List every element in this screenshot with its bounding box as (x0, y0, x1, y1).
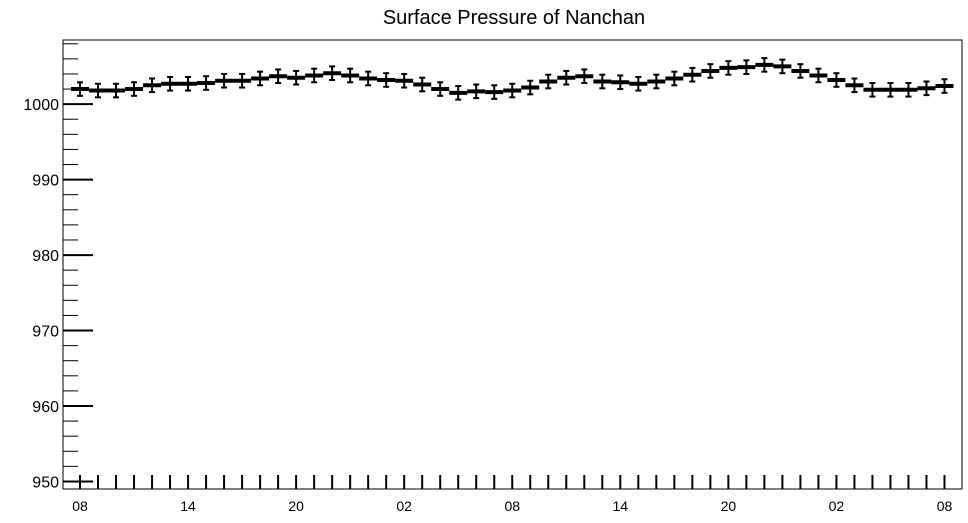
data-point (881, 82, 900, 98)
data-point (161, 75, 180, 92)
x-tick-label: 08 (937, 498, 953, 514)
data-point (449, 85, 468, 101)
y-tick-label: 990 (32, 173, 59, 190)
y-tick-label: 1000 (23, 97, 59, 114)
data-point (485, 84, 504, 100)
x-tick-label: 02 (396, 498, 412, 514)
data-point (395, 72, 414, 89)
data-point (683, 66, 702, 83)
data-point (863, 82, 882, 98)
data-point (647, 73, 666, 90)
data-point (719, 60, 738, 76)
data-point (467, 83, 486, 100)
data-point (89, 82, 108, 99)
data-point (539, 73, 558, 90)
data-point (557, 69, 576, 86)
data-point (737, 59, 756, 75)
data-point (593, 73, 612, 90)
x-axis: 08 14 20 02 08 14 20 02 08 (72, 475, 952, 514)
series-markers (71, 57, 954, 101)
y-axis: 950 960 970 980 990 1000 (23, 43, 93, 491)
data-point (611, 74, 630, 91)
data-point (215, 72, 234, 89)
data-point (575, 68, 594, 85)
data-point (125, 81, 144, 97)
chart-title: Surface Pressure of Nanchan (383, 7, 645, 29)
data-point (701, 63, 720, 79)
plot-frame (62, 39, 963, 490)
data-point (521, 79, 540, 96)
y-tick-label: 960 (32, 399, 59, 416)
x-tick-label: 14 (180, 498, 196, 514)
data-point (917, 80, 936, 97)
x-tick-label: 20 (721, 498, 737, 514)
data-point (773, 58, 792, 75)
data-point (269, 68, 288, 85)
data-point (413, 76, 432, 93)
data-point (287, 69, 306, 86)
data-point (251, 70, 270, 87)
data-point (431, 81, 450, 97)
data-point (791, 63, 810, 79)
y-tick-label: 950 (32, 474, 59, 491)
data-point (197, 75, 216, 91)
data-point (629, 75, 648, 92)
data-point (503, 82, 522, 99)
data-point (143, 77, 162, 94)
x-tick-label: 02 (829, 498, 845, 514)
data-point (107, 82, 126, 99)
data-point (935, 78, 954, 94)
data-point (323, 65, 342, 81)
data-point (179, 75, 198, 92)
data-point (809, 67, 828, 84)
data-point (665, 70, 684, 87)
x-tick-label: 20 (288, 498, 304, 514)
x-tick-label: 08 (504, 498, 520, 514)
data-point (755, 57, 774, 73)
data-point (827, 72, 846, 88)
data-point (71, 81, 89, 97)
data-point (359, 70, 378, 87)
data-point (899, 82, 918, 98)
x-tick-label: 14 (613, 498, 629, 514)
y-tick-label: 970 (32, 324, 59, 341)
data-point (233, 72, 252, 89)
data-point (845, 77, 864, 94)
y-tick-label: 980 (32, 248, 59, 265)
data-point (377, 72, 396, 88)
data-point (341, 67, 360, 84)
x-tick-label: 08 (72, 498, 88, 514)
data-point (305, 67, 324, 84)
